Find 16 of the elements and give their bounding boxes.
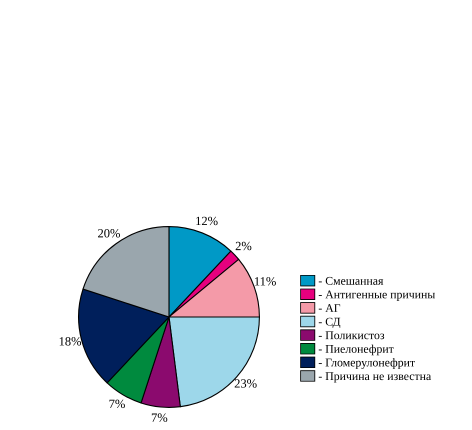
legend-label: - Гломерулонефрит: [318, 358, 415, 369]
data-label: 18%: [60, 337, 82, 346]
legend-label: - Поликистоз: [318, 331, 384, 340]
data-label: 7%: [152, 413, 168, 422]
data-label: 7%: [109, 400, 125, 408]
data-label: 2%: [236, 242, 252, 250]
legend-label: - Пиелонефрит: [318, 344, 394, 356]
legend-label: - СД: [318, 318, 340, 328]
data-label: 23%: [234, 379, 257, 388]
data-label: 12%: [196, 216, 218, 226]
data-label: 20%: [98, 229, 120, 238]
legend-label: - Причина не известна: [318, 372, 432, 383]
legend-label: - АГ: [318, 304, 340, 312]
legend-label: - Смешанная: [318, 276, 384, 285]
legend-label: - Антигенные причины: [318, 290, 435, 301]
data-label: 11%: [254, 277, 276, 286]
